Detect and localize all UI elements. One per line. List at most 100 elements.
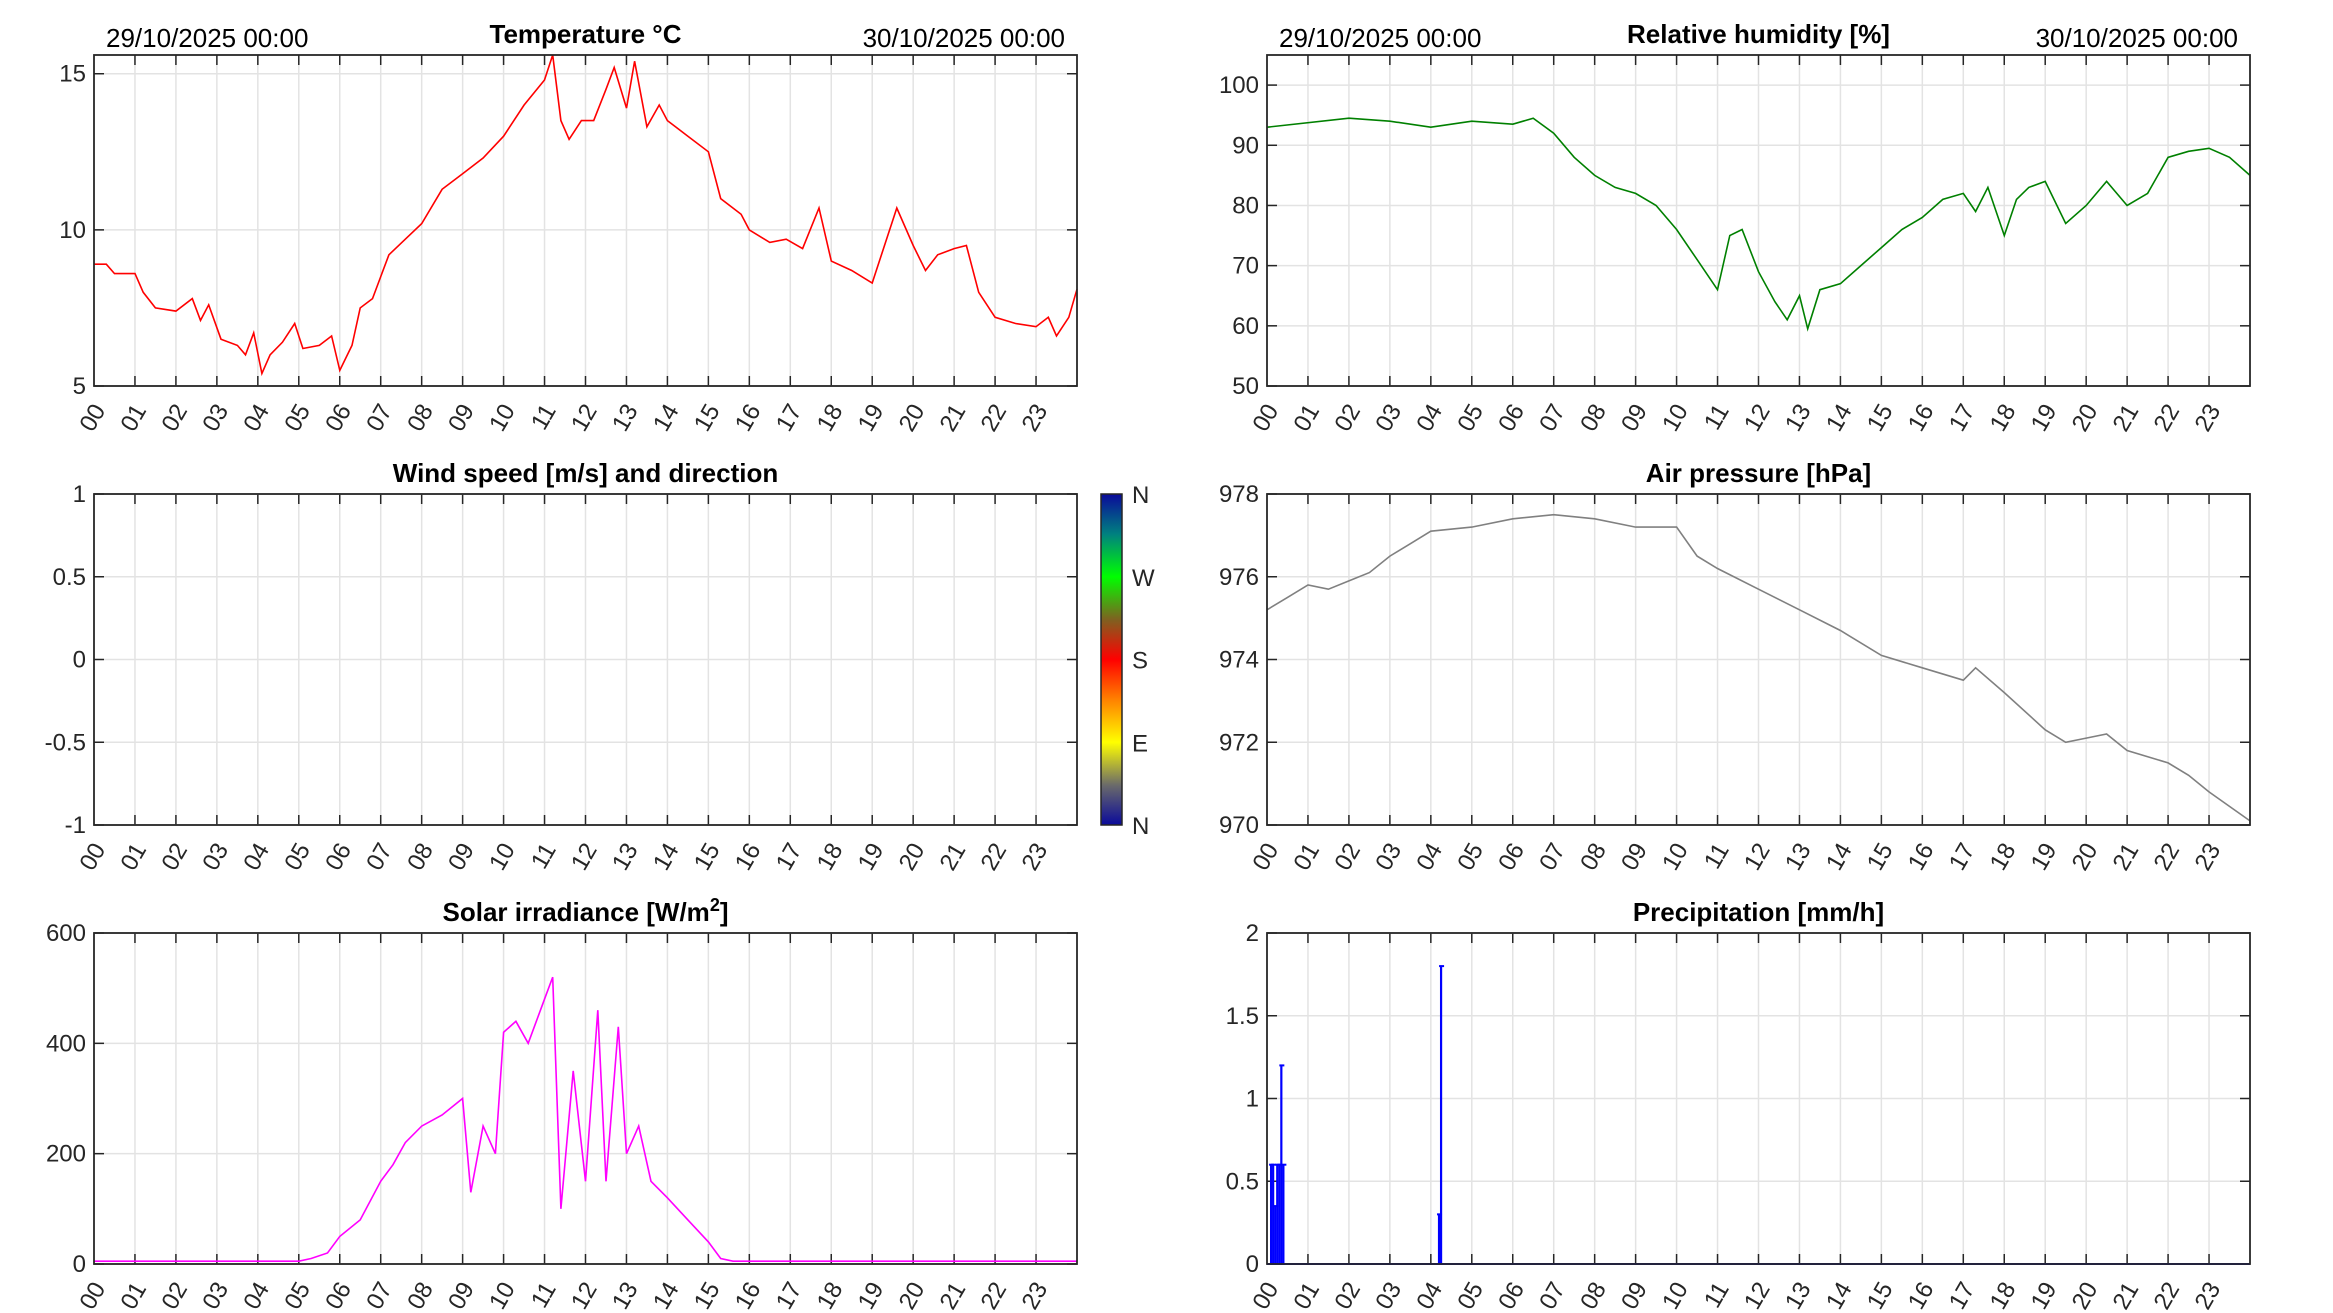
x-tick-label: 08: [402, 1278, 439, 1313]
y-tick-label: 1: [73, 481, 86, 508]
x-tick-label: 12: [1739, 400, 1776, 437]
x-tick-label: 21: [935, 1278, 972, 1313]
x-tick-label: 02: [1329, 400, 1366, 437]
y-tick-label: -0.5: [45, 729, 86, 756]
x-tick-label: 01: [115, 1278, 152, 1313]
y-tick-label: 0.5: [1226, 1168, 1259, 1195]
y-tick-label: 400: [46, 1030, 86, 1057]
x-tick-label: 15: [1862, 839, 1899, 876]
chart-solar: 0 200 400 600 00 01 02 03 04 05 06 07 08 09 10 11 12 13 14…: [46, 895, 1078, 1313]
axes-frame: [1266, 932, 2251, 1265]
x-tick-label: 04: [238, 839, 275, 876]
chart-title: Solar irradiance [W/m2]: [443, 895, 729, 927]
axes-frame: [1266, 493, 2251, 826]
x-tick-label: 11: [526, 400, 562, 435]
x-tick-label: 04: [1411, 839, 1448, 876]
x-tick-label: 06: [1493, 1278, 1530, 1313]
x-tick-label: 00: [1247, 839, 1284, 876]
y-tick-label: 1.5: [1226, 1003, 1259, 1030]
y-tick-label: 0.5: [53, 564, 86, 591]
x-tick-label: 23: [2190, 1278, 2227, 1313]
x-tick-label: 18: [812, 1278, 849, 1313]
x-tick-label: 16: [730, 839, 767, 876]
x-tick-label: 13: [607, 839, 644, 876]
x-tick-label: 16: [1903, 1278, 1940, 1313]
x-tick-label: 12: [566, 839, 603, 876]
x-tick-label: 09: [1616, 1278, 1653, 1313]
chart-title: Air pressure [hPa]: [1646, 458, 1871, 488]
x-tick-label: 09: [443, 1278, 480, 1313]
y-tick-label: 15: [59, 61, 86, 88]
x-tick-label: 19: [853, 400, 890, 437]
x-tick-label: 15: [689, 1278, 726, 1313]
y-tick-label: 972: [1219, 729, 1259, 756]
x-tick-label: 11: [526, 1278, 562, 1313]
x-tick-label: 02: [156, 1278, 193, 1313]
y-tick-label: 80: [1232, 192, 1259, 219]
x-tick-label: 14: [1821, 839, 1858, 876]
x-tick-label: 23: [1017, 839, 1054, 876]
x-tick-label: 16: [1903, 839, 1940, 876]
x-tick-label: 15: [1862, 1278, 1899, 1313]
x-tick-label: 00: [1247, 400, 1284, 437]
x-tick-label: 07: [1534, 839, 1571, 876]
x-tick-label: 20: [894, 1278, 931, 1313]
x-tick-label: 13: [1780, 400, 1817, 437]
x-tick-label: 17: [1944, 400, 1981, 437]
x-tick-label: 10: [1657, 400, 1694, 437]
x-tick-label: 05: [1452, 1278, 1489, 1313]
x-tick-label: 05: [1452, 400, 1489, 437]
y-tick-label: 0: [73, 1251, 86, 1278]
y-tick-label: 70: [1232, 253, 1259, 280]
chart-title: Precipitation [mm/h]: [1633, 897, 1884, 927]
x-tick-label: 23: [1017, 400, 1054, 437]
colorbar-label: N: [1132, 813, 1149, 840]
x-tick-label: 04: [238, 400, 275, 437]
x-tick-label: 22: [976, 400, 1013, 437]
x-tick-label: 06: [1493, 400, 1530, 437]
x-tick-label: 03: [1370, 400, 1407, 437]
y-tick-label: 100: [1219, 72, 1259, 99]
x-tick-label: 02: [1329, 839, 1366, 876]
x-tick-label: 01: [1288, 400, 1325, 437]
x-tick-label: 10: [484, 400, 521, 437]
x-tick-label: 16: [1903, 400, 1940, 437]
x-tick-label: 07: [361, 400, 398, 437]
y-tick-label: 10: [59, 217, 86, 244]
x-tick-label: 13: [1780, 839, 1817, 876]
x-tick-label: 01: [115, 839, 152, 876]
x-tick-label: 18: [1985, 839, 2022, 876]
x-tick-label: 22: [2149, 839, 2186, 876]
x-tick-label: 21: [2108, 839, 2145, 876]
x-tick-label: 04: [1411, 1278, 1448, 1313]
colorbar-label: S: [1132, 648, 1148, 675]
x-tick-label: 09: [1616, 839, 1653, 876]
x-tick-label: 20: [894, 400, 931, 437]
x-tick-label: 10: [484, 839, 521, 876]
colorbar-gradient: [1100, 493, 1123, 826]
x-tick-label: 04: [1411, 400, 1448, 437]
axes-frame: [93, 54, 1078, 387]
x-tick-label: 00: [74, 1278, 111, 1313]
x-tick-label: 11: [1699, 839, 1735, 874]
date-end-label: 30/10/2025 00:00: [2036, 23, 2238, 53]
x-tick-label: 21: [2108, 400, 2145, 437]
x-tick-label: 18: [1985, 1278, 2022, 1313]
x-tick-label: 07: [1534, 1278, 1571, 1313]
x-tick-label: 20: [2067, 839, 2104, 876]
y-tick-label: 0: [73, 647, 86, 674]
x-tick-label: 23: [2190, 839, 2227, 876]
x-tick-label: 02: [156, 839, 193, 876]
y-tick-label: 2: [1246, 920, 1259, 947]
colorbar-label: N: [1132, 482, 1149, 509]
x-tick-label: 19: [2026, 1278, 2063, 1313]
x-tick-label: 17: [771, 400, 808, 437]
x-tick-label: 09: [1616, 400, 1653, 437]
x-tick-label: 17: [771, 839, 808, 876]
x-tick-label: 05: [279, 839, 316, 876]
x-tick-label: 03: [197, 400, 234, 437]
series-line-temperature: [94, 54, 1078, 377]
